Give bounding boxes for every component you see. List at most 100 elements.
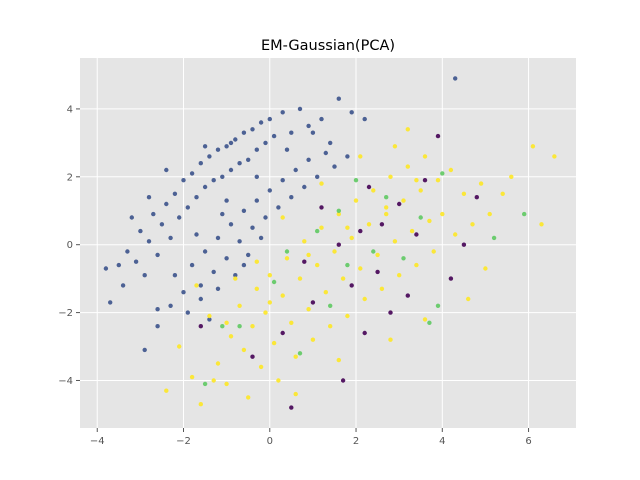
data-point <box>310 337 316 342</box>
data-point <box>151 211 156 217</box>
data-point <box>280 293 285 298</box>
data-point <box>284 249 290 254</box>
data-point <box>375 269 380 275</box>
data-point <box>228 140 234 146</box>
data-point <box>405 164 410 169</box>
data-point <box>159 222 165 227</box>
data-point <box>397 273 402 278</box>
data-point <box>431 249 436 254</box>
data-point <box>202 184 208 190</box>
data-point <box>483 266 488 271</box>
data-point <box>332 164 337 169</box>
data-point <box>440 211 445 217</box>
data-point <box>345 262 350 268</box>
data-point <box>422 317 428 322</box>
data-point <box>461 242 467 247</box>
data-point <box>233 137 238 142</box>
x-tick-label: 2 <box>353 436 359 447</box>
data-point <box>211 269 216 275</box>
data-point <box>129 215 134 220</box>
data-point <box>332 249 337 254</box>
series-2 <box>198 133 479 410</box>
data-point <box>336 208 341 213</box>
data-point <box>289 195 294 200</box>
data-point <box>220 211 225 217</box>
data-point <box>271 133 277 139</box>
data-point <box>202 144 208 149</box>
data-point <box>500 191 505 196</box>
data-point <box>250 354 255 359</box>
data-point <box>103 266 109 271</box>
data-point <box>233 273 238 278</box>
data-point <box>362 116 367 122</box>
data-point <box>198 324 203 329</box>
y-tick-label: −4 <box>58 376 73 387</box>
data-point <box>276 205 281 210</box>
data-point <box>362 330 367 336</box>
data-point <box>310 130 316 135</box>
data-point <box>328 140 333 146</box>
y-axis-ticks: −4 −2 0 2 4 <box>58 104 80 387</box>
data-point <box>349 110 354 115</box>
data-point <box>181 178 186 183</box>
data-point <box>388 337 393 342</box>
data-point <box>267 116 272 122</box>
data-point <box>172 191 178 196</box>
data-point <box>224 381 229 387</box>
data-point <box>340 378 346 383</box>
data-point <box>254 147 259 152</box>
data-point <box>146 195 152 200</box>
data-point <box>228 222 234 227</box>
data-point <box>340 276 346 281</box>
data-point <box>353 178 359 183</box>
data-point <box>315 228 320 234</box>
data-point <box>509 174 514 179</box>
data-point <box>215 147 221 152</box>
data-point <box>539 222 544 227</box>
data-point <box>202 249 208 254</box>
data-point <box>108 300 113 305</box>
data-point <box>323 150 328 156</box>
data-point <box>198 296 203 302</box>
data-point <box>228 334 234 339</box>
data-point <box>215 361 221 366</box>
data-point <box>241 347 247 353</box>
series-0 <box>103 76 458 353</box>
data-point <box>461 191 467 196</box>
data-point <box>246 252 251 258</box>
x-tick-label: −2 <box>176 436 191 447</box>
x-tick-label: −4 <box>90 436 105 447</box>
data-point <box>263 215 268 220</box>
data-point <box>306 123 311 129</box>
data-point <box>172 273 178 278</box>
data-point <box>375 252 380 258</box>
data-point <box>358 228 363 234</box>
y-tick-label: 4 <box>67 104 73 115</box>
series-1 <box>164 127 557 407</box>
data-point <box>146 239 152 244</box>
data-point <box>224 198 229 203</box>
data-point <box>345 225 350 230</box>
data-point <box>224 320 229 325</box>
data-point <box>189 374 195 380</box>
data-point <box>302 259 307 264</box>
data-point <box>211 178 216 183</box>
data-point <box>155 324 160 329</box>
data-point <box>241 208 247 213</box>
data-point <box>306 307 311 312</box>
data-point <box>168 303 173 308</box>
data-point <box>388 310 393 315</box>
data-point <box>358 266 363 271</box>
data-point <box>207 154 212 159</box>
data-point <box>315 174 320 179</box>
data-point <box>198 161 203 166</box>
data-point <box>336 242 341 247</box>
data-point <box>237 324 242 329</box>
data-point <box>194 283 199 288</box>
data-point <box>155 307 160 312</box>
data-point <box>241 262 247 268</box>
data-point <box>336 357 341 363</box>
data-point <box>133 259 139 264</box>
data-point <box>297 276 303 281</box>
data-point <box>392 144 398 149</box>
